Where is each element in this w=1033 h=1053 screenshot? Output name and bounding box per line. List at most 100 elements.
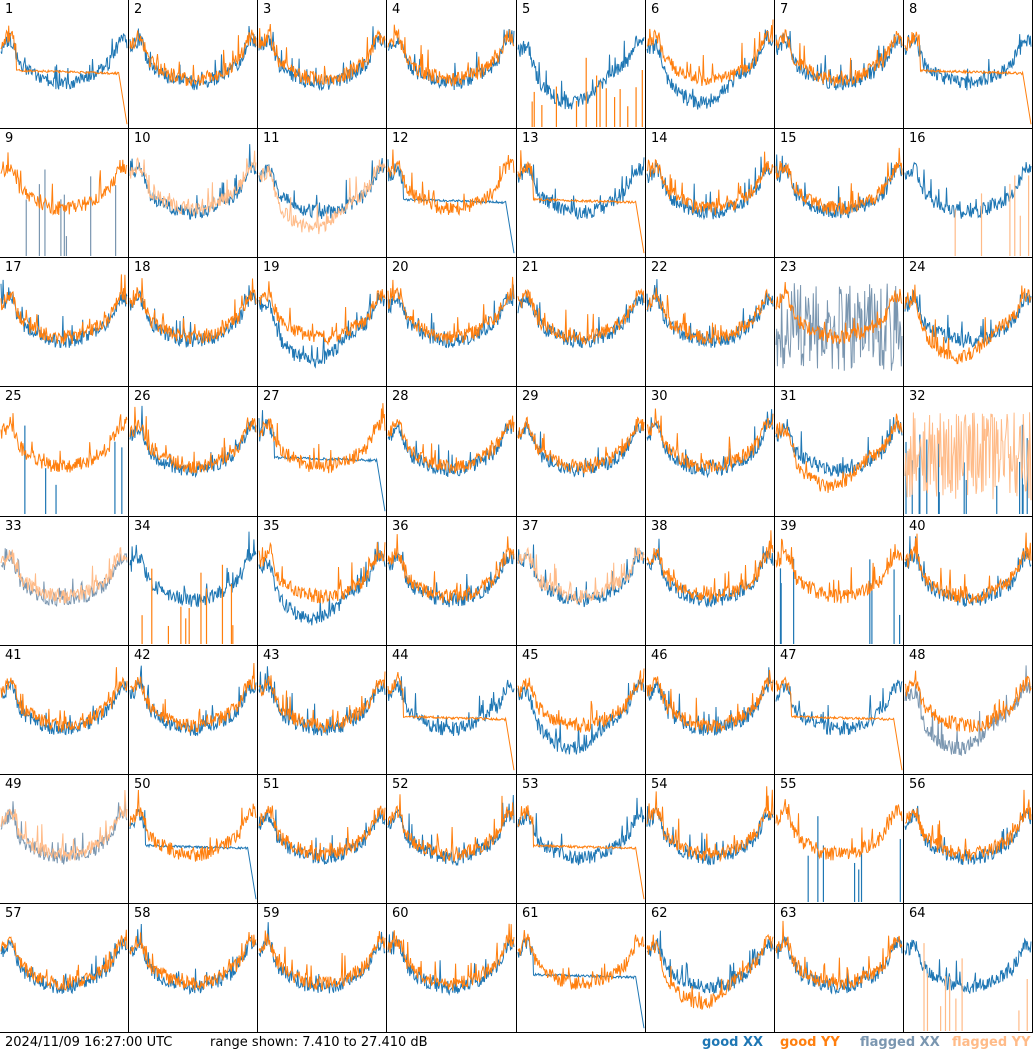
panel-58-plot (129, 923, 257, 995)
panel-58-yy-line (129, 932, 257, 991)
panel-54-number: 54 (651, 777, 668, 792)
panel-17-number: 17 (5, 260, 22, 275)
panel-27-yy-line (258, 403, 386, 474)
panel-12-plot (387, 149, 515, 254)
panel-31-plot (775, 413, 903, 493)
panel-18-number: 18 (134, 260, 151, 275)
panel-24-plot (904, 284, 1032, 365)
panel-19: 19 (258, 258, 387, 387)
panel-32-plot (904, 412, 1032, 514)
panel-4-plot (387, 24, 515, 91)
panel-44-plot (387, 672, 515, 771)
panel-25: 25 (0, 387, 129, 517)
panel-35-number: 35 (263, 519, 280, 534)
panel-21: 21 (517, 258, 646, 387)
panel-53-number: 53 (522, 777, 539, 792)
panel-45-plot (517, 668, 645, 755)
panel-15-number: 15 (780, 131, 797, 146)
panel-35-xx-line (258, 541, 386, 626)
panel-40: 40 (904, 517, 1033, 646)
panel-50-yy-line (129, 789, 257, 862)
panel-16: 16 (904, 129, 1033, 258)
panel-7-yy-line (775, 29, 903, 87)
panel-34-xx-line (129, 531, 257, 608)
panel-27-plot (258, 403, 386, 512)
panel-55-number: 55 (780, 777, 797, 792)
panel-34: 34 (129, 517, 258, 646)
panel-30-number: 30 (651, 389, 668, 404)
panel-6-number: 6 (651, 2, 660, 17)
panel-48: 48 (904, 646, 1033, 775)
panel-7-plot (775, 29, 903, 91)
panel-22-plot (646, 279, 774, 348)
panel-19-xx-line (258, 292, 386, 369)
panel-1-plot (0, 25, 128, 125)
panel-51-yy-line (258, 805, 386, 862)
panel-28-number: 28 (392, 389, 409, 404)
panel-58: 58 (129, 904, 258, 1033)
panel-4-yy-line (387, 24, 515, 87)
legend-flagged-yy: flagged YY (952, 1035, 1031, 1050)
panel-59-yy-line (258, 930, 386, 991)
panel-43: 43 (258, 646, 387, 775)
panel-15-plot (775, 147, 903, 219)
panel-40-number: 40 (909, 519, 926, 534)
panel-25-number: 25 (5, 389, 22, 404)
panel-49: 49 (0, 775, 129, 904)
panel-23-number: 23 (780, 260, 797, 275)
panel-28-plot (387, 415, 515, 478)
panel-62-yy-line (646, 933, 774, 1010)
panel-21-number: 21 (522, 260, 539, 275)
panel-13-yy-line (517, 150, 645, 254)
panel-27-xx-line (258, 410, 386, 512)
panel-53-yy-line (517, 805, 645, 900)
panel-29-number: 29 (522, 389, 539, 404)
panel-41: 41 (0, 646, 129, 775)
panel-64-number: 64 (909, 906, 926, 921)
panel-13: 13 (517, 129, 646, 258)
panel-31-xx-line (775, 417, 903, 477)
panel-53-xx-line (517, 797, 645, 866)
panel-39-plot (775, 538, 903, 644)
panel-39-yy-line (775, 538, 903, 604)
panel-11-number: 11 (263, 131, 280, 146)
panel-50-xx-line (129, 808, 257, 900)
panel-19-number: 19 (263, 260, 280, 275)
panel-27: 27 (258, 387, 387, 517)
panel-2: 2 (129, 0, 258, 129)
panel-20-number: 20 (392, 260, 409, 275)
panel-41-yy-line (0, 667, 128, 733)
timestamp: 2024/11/09 16:27:00 UTC (5, 1035, 173, 1050)
panel-22: 22 (646, 258, 775, 387)
panel-57-number: 57 (5, 906, 22, 921)
panel-19-yy-line (258, 281, 386, 346)
panel-49-plot (0, 789, 128, 865)
panel-64: 64 (904, 904, 1033, 1033)
panel-45-yy-line (517, 668, 645, 733)
panel-51: 51 (258, 775, 387, 904)
panel-60-plot (387, 923, 515, 996)
panel-58-number: 58 (134, 906, 151, 921)
panel-15-yy-line (775, 147, 903, 215)
panel-62: 62 (646, 904, 775, 1033)
panel-43-xx-line (258, 666, 386, 736)
panel-36: 36 (387, 517, 517, 646)
panel-47-plot (775, 676, 903, 771)
panel-9-plot (0, 152, 128, 256)
panel-33: 33 (0, 517, 129, 646)
panel-9-number: 9 (5, 131, 14, 146)
panel-62-number: 62 (651, 906, 668, 921)
panel-44-xx-line (387, 676, 515, 737)
legend-good-xx: good XX (702, 1035, 764, 1050)
panel-23-yy-line (775, 281, 903, 344)
panel-64-xx-line (904, 937, 1032, 994)
panel-25-yy-line (0, 413, 128, 473)
panel-3: 3 (258, 0, 387, 129)
panel-21-yy-line (517, 288, 645, 346)
panel-43-number: 43 (263, 648, 280, 663)
panel-37-plot (517, 544, 645, 608)
panel-13-plot (517, 150, 645, 254)
panel-6: 6 (646, 0, 775, 129)
panel-49-number: 49 (5, 777, 22, 792)
panel-57-yy-line (0, 929, 128, 991)
